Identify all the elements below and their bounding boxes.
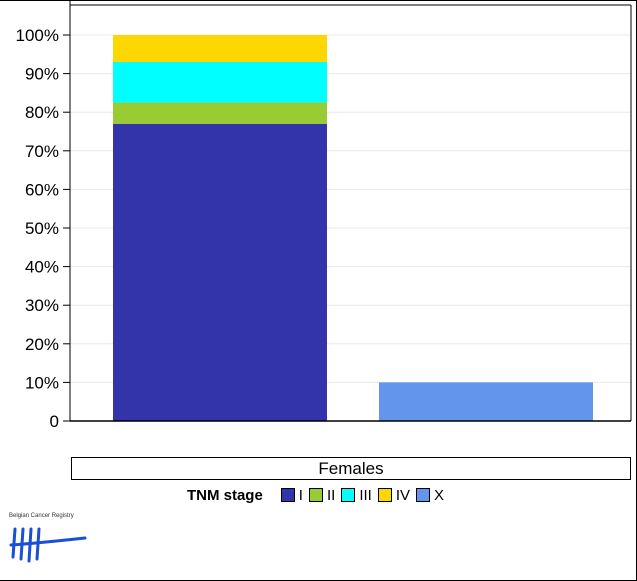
bar-segment-I — [113, 123, 327, 421]
tally-mark-icon — [9, 527, 87, 563]
y-tick-label: 10% — [25, 373, 59, 392]
bars — [113, 35, 593, 421]
y-tick-label: 70% — [25, 142, 59, 161]
legend-label: II — [326, 486, 336, 504]
legend-item-III: III — [341, 487, 372, 504]
legend-label: X — [434, 486, 445, 504]
legend-label: I — [298, 486, 303, 504]
bar-segment-X — [379, 382, 593, 421]
legend: TNM stage I II III IV X — [0, 484, 637, 506]
y-tick-label: 90% — [25, 65, 59, 84]
bar-segment-II — [113, 102, 327, 124]
legend-title: TNM stage — [186, 486, 263, 504]
legend-item-IV: IV — [377, 486, 411, 504]
panel-label-text: Females — [318, 459, 384, 478]
legend-swatch — [341, 488, 356, 502]
y-tick-label: 60% — [25, 180, 59, 199]
legend-swatch — [280, 488, 295, 502]
y-tick-label: 0 — [50, 412, 59, 431]
legend-item-I: I — [280, 486, 303, 504]
legend-swatch — [308, 488, 323, 502]
y-tick-label: 50% — [25, 219, 59, 238]
axes: 0 10% 20% 30% 40% 50% 60% 70% 80% 90% 100% — [16, 0, 632, 431]
legend-swatch — [416, 488, 431, 502]
y-tick-label: 40% — [25, 258, 59, 277]
legend-swatch — [377, 488, 392, 502]
bar-segment-III — [113, 62, 327, 103]
legend-item-X: X — [416, 487, 444, 504]
legend-item-II: II — [308, 486, 336, 504]
bar-segment-IV — [113, 35, 327, 63]
y-tick-label: 80% — [25, 103, 59, 122]
y-tick-label: 20% — [25, 335, 59, 354]
y-tick-label: 100% — [16, 26, 59, 45]
y-tick-label: 30% — [25, 296, 59, 315]
registry-logo: Belgian Cancer Registry — [9, 513, 89, 568]
legend-label: IV — [395, 486, 411, 504]
bar-chart: 0 10% 20% 30% 40% 50% 60% 70% 80% 90% 100% — [16, 0, 632, 431]
legend-label: III — [359, 486, 372, 504]
logo-text: Belgian Cancer Registry — [9, 513, 74, 519]
panel-label: Females — [71, 457, 631, 480]
